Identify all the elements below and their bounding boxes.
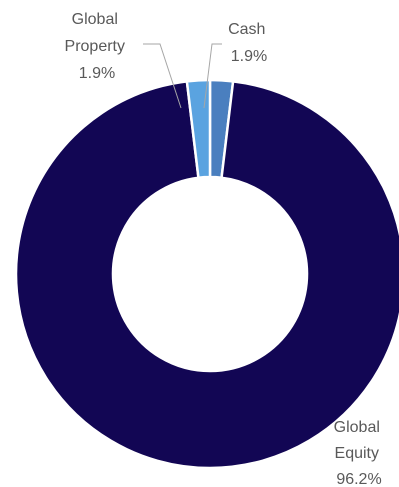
label-cash: Cash 1.9% bbox=[228, 21, 270, 65]
slice-global-equity bbox=[14, 80, 399, 470]
label-global-property-value: 1.9% bbox=[79, 65, 115, 82]
label-global-property: Global Property 1.9% bbox=[65, 11, 130, 82]
label-global-property-line1: Global bbox=[72, 11, 118, 28]
label-global-equity: Global Equity 96.2% bbox=[334, 419, 385, 487]
label-global-equity-line1: Global bbox=[334, 419, 380, 436]
label-cash-line1: Cash bbox=[228, 21, 265, 38]
label-global-equity-line2: Equity bbox=[335, 445, 379, 462]
leader-line-cash bbox=[203, 43, 222, 109]
label-global-property-line2: Property bbox=[65, 38, 125, 55]
label-global-equity-value: 96.2% bbox=[336, 471, 381, 487]
leader-line-global-property bbox=[143, 43, 182, 109]
donut-slices bbox=[14, 78, 399, 470]
label-cash-value: 1.9% bbox=[231, 48, 267, 65]
